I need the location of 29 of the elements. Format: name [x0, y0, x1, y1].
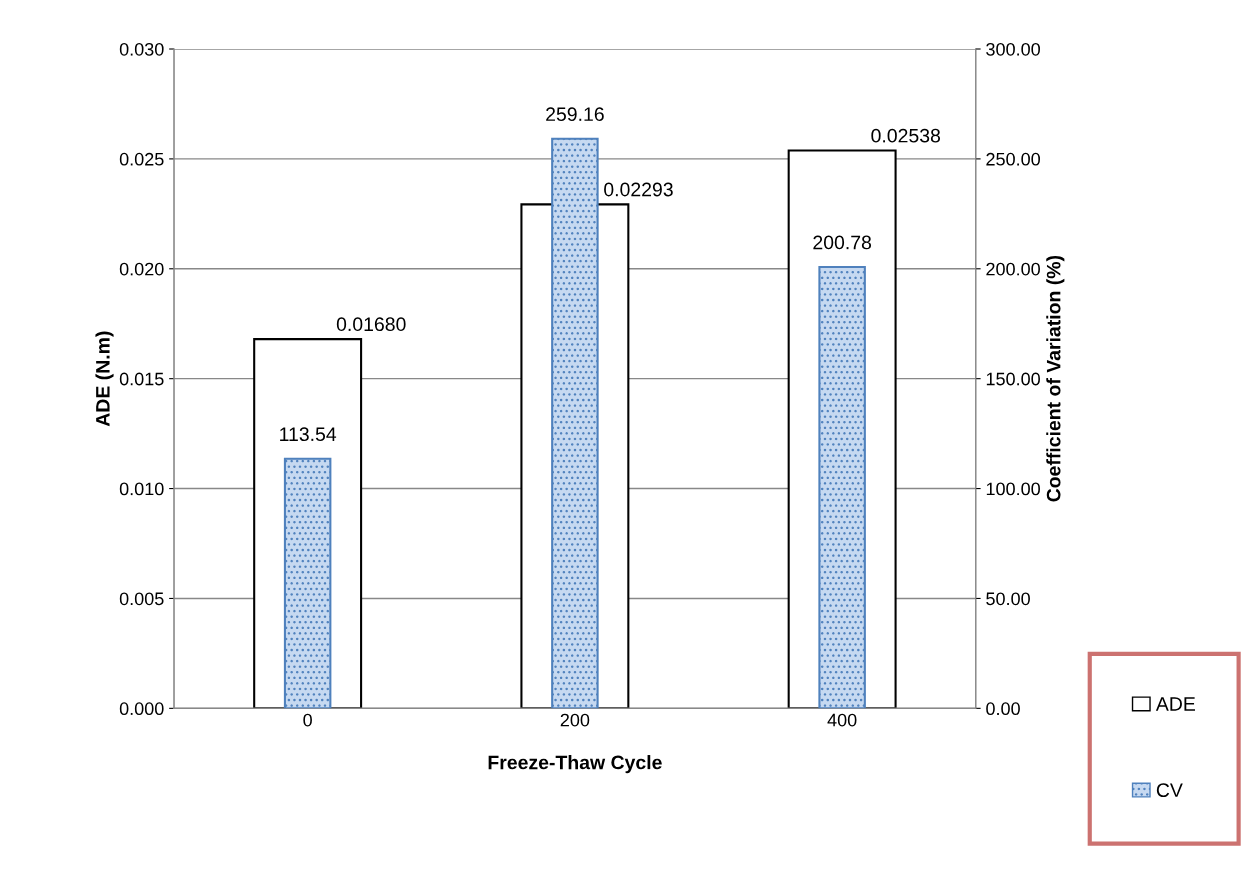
legend-label: ADE — [1155, 697, 1196, 711]
data-label: 0.01680 — [336, 317, 406, 332]
data-label: 0.02293 — [604, 182, 673, 197]
y2-tick-label: 50.00 — [986, 592, 1030, 606]
legend-label: CV — [1156, 783, 1183, 798]
y-tick-label: 0.000 — [119, 702, 164, 716]
y-tick-label: 0.020 — [119, 262, 164, 276]
data-label: 200.78 — [813, 235, 872, 250]
x-axis-title: Freeze-Thaw Cycle — [488, 755, 662, 774]
y2-tick-label: 100.00 — [986, 482, 1040, 496]
x-tick-label: 200 — [560, 713, 590, 727]
x-tick-label: 400 — [827, 713, 857, 727]
data-label: 0.02538 — [871, 128, 941, 143]
y-tick-label: 0.015 — [119, 372, 164, 386]
y-axis-title: ADE (N.m) — [95, 331, 114, 427]
data-label: 259.16 — [546, 107, 604, 122]
y2-tick-label: 150.00 — [986, 372, 1040, 386]
y2-axis-title: Coefficient of Variation (%) — [1046, 255, 1065, 502]
y-tick-label: 0.005 — [119, 592, 164, 606]
x-tick-label: 0 — [303, 713, 312, 727]
y-tick-label: 0.025 — [119, 152, 164, 166]
y-tick-label: 0.030 — [119, 42, 164, 56]
y2-tick-label: 250.00 — [986, 152, 1040, 166]
y2-tick-label: 0.00 — [986, 702, 1020, 716]
y-tick-label: 0.010 — [119, 482, 164, 496]
data-label: 113.54 — [280, 427, 337, 442]
bar — [283, 457, 332, 709]
y2-tick-label: 300.00 — [986, 42, 1040, 56]
y2-tick-label: 200.00 — [986, 262, 1040, 276]
